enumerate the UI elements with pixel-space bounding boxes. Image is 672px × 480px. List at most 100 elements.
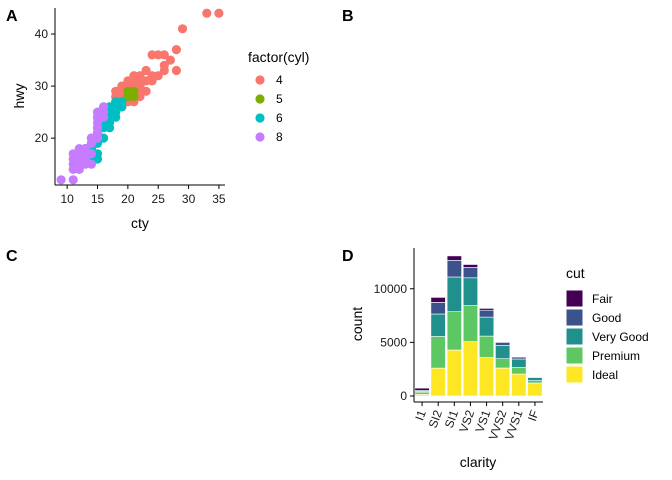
y-tick-label: 40	[35, 27, 49, 41]
legend-key-premium	[565, 346, 584, 365]
legend-label-cyl-5: 5	[276, 92, 283, 106]
legend-key-cyl-4	[255, 75, 265, 85]
bar-segment-si1-good	[446, 259, 462, 278]
x-tick-label: 30	[182, 192, 196, 206]
bar-segment-vs2-premium	[462, 305, 479, 342]
y-tick-label: 20	[35, 131, 49, 145]
y-axis-ticks: 0 5000 10000	[374, 282, 414, 403]
legend-key-good	[565, 308, 584, 327]
scatter-point-cyl-6	[111, 112, 121, 122]
y-tick-label: 0	[400, 389, 407, 403]
bar-segment-si1-very-good	[446, 276, 462, 313]
panel-label-a: A	[6, 8, 18, 25]
y-tick-label: 30	[35, 79, 49, 93]
scatter-point-cyl-4	[159, 50, 169, 60]
y-axis-title: hwy	[11, 84, 27, 109]
x-tick-label: IF	[525, 408, 542, 423]
scatter-point-cyl-8	[99, 102, 109, 112]
legend-key-fair	[565, 289, 584, 308]
bar-segment-i1-fair	[414, 387, 430, 391]
legend-key-very-good	[565, 327, 584, 346]
y-axis-ticks: 20 30 40	[35, 27, 55, 145]
scatter-point-cyl-4	[141, 65, 151, 76]
legend-label-ideal: Ideal	[592, 368, 618, 382]
legend-key-ideal	[565, 365, 584, 384]
bar-segment-vvs1-ideal	[511, 373, 527, 397]
bar-segment-vvs2-very-good	[495, 345, 511, 359]
scatter-point-cyl-4	[171, 45, 181, 55]
bar-segment-vs2-ideal	[462, 341, 479, 397]
scatter-points	[56, 8, 224, 185]
bar-segment-vs1-fair	[478, 308, 495, 311]
legend-key-cyl-5	[255, 94, 265, 104]
scatter-point-cyl-4	[165, 55, 175, 65]
scatter-point-cyl-8	[74, 164, 84, 174]
y-axis-title: count	[349, 307, 365, 341]
x-tick-label: 15	[91, 192, 105, 206]
bar-segment-si2-fair	[430, 297, 446, 303]
bar-segment-vs2-very-good	[462, 277, 479, 306]
legend-label-cyl-8: 8	[276, 130, 283, 144]
bar-segment-vvs1-premium	[511, 367, 527, 375]
legend: cut Fair Good Very Good Premium Ideal	[565, 265, 649, 384]
legend-label-cyl-6: 6	[276, 111, 283, 125]
bar-segment-vvs2-ideal	[495, 367, 511, 397]
y-tick-label: 10000	[374, 282, 408, 296]
bar-segment-si2-premium	[430, 336, 446, 369]
scatter-point-cyl-4	[202, 8, 212, 18]
bar-segment-vs1-premium	[478, 335, 495, 358]
bar-segment-si1-premium	[446, 311, 462, 351]
x-tick-label: I1	[412, 408, 429, 422]
bar-segment-vs1-good	[478, 309, 495, 318]
bar-segment-vvs2-good	[495, 342, 511, 346]
bar-segment-vvs1-very-good	[511, 358, 527, 368]
bar-segment-si1-ideal	[446, 349, 462, 397]
bar-segment-i1-premium	[414, 391, 430, 395]
bar-segment-if-ideal	[527, 382, 543, 397]
bar-segment-vvs2-premium	[495, 358, 511, 369]
legend-label-fair: Fair	[592, 292, 613, 306]
bar-segment-si1-fair	[446, 255, 462, 261]
scatter-point-cyl-6	[105, 117, 115, 128]
legend: factor(cyl) 4 5 6 8	[248, 49, 309, 144]
scatter-point-cyl-4	[153, 71, 163, 81]
y-tick-label: 5000	[380, 335, 407, 349]
legend-label-very-good: Very Good	[592, 330, 649, 344]
bar-segment-si2-good	[430, 302, 446, 315]
x-tick-label: SI2	[426, 408, 445, 430]
scatter-point-cyl-4	[214, 8, 224, 18]
panel-label-c: C	[6, 248, 18, 265]
panel-a-scatter: 10 15 20 25 30 35 20 30 40 cty hwy factor(cyl) …	[11, 8, 309, 231]
bar-segment-vs1-ideal	[478, 357, 495, 397]
bar-segment-vs1-very-good	[478, 316, 495, 337]
x-tick-label: 10	[60, 192, 74, 206]
x-tick-label: SI1	[442, 408, 461, 430]
x-axis-title: clarity	[460, 454, 497, 470]
x-tick-label: 25	[152, 192, 166, 206]
bar-segment-vs2-good	[462, 266, 479, 279]
x-tick-label: 20	[121, 192, 135, 206]
bar-segment-vvs2-fair	[495, 341, 511, 343]
scatter-point-cyl-4	[147, 76, 157, 86]
scatter-point-cyl-6	[111, 97, 121, 107]
panel-label-b: B	[342, 8, 354, 25]
x-axis-title: cty	[131, 215, 149, 231]
scatter-point-cyl-8	[68, 175, 78, 185]
legend-title: cut	[566, 265, 585, 281]
scatter-point-cyl-4	[177, 24, 188, 34]
legend-label-cyl-4: 4	[276, 73, 283, 87]
legend-key-cyl-6	[255, 113, 265, 123]
scatter-point-cyl-4	[129, 71, 139, 81]
scatter-point-cyl-4	[159, 60, 169, 70]
bar-segment-vs2-fair	[462, 264, 479, 268]
legend-label-premium: Premium	[592, 349, 640, 363]
scatter-point-cyl-8	[74, 144, 84, 154]
scatter-point-cyl-4	[141, 86, 151, 96]
x-axis-ticks: 10 15 20 25 30 35	[60, 185, 226, 206]
scatter-point-cyl-8	[86, 159, 96, 169]
bar-segment-si2-ideal	[430, 367, 446, 397]
bar-segment-si2-very-good	[430, 313, 446, 337]
